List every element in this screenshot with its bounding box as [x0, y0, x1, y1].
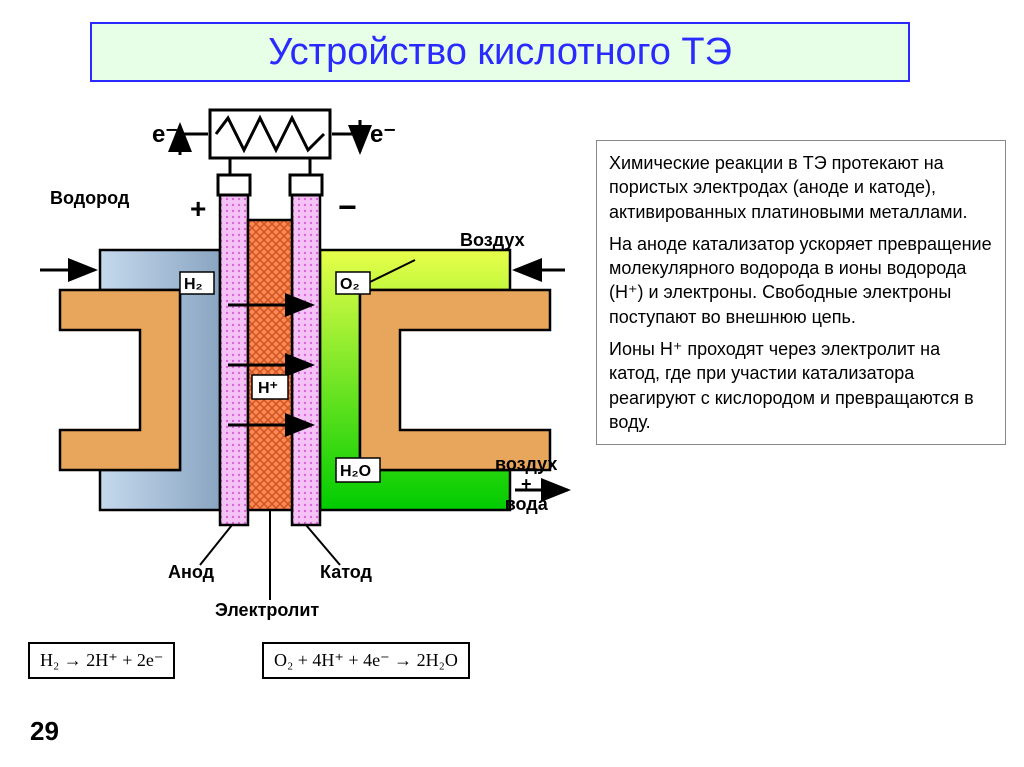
hydrogen-in-label: Водород — [50, 188, 129, 209]
cathode-equation: O₂ + 4H⁺ + 4e⁻ → 2H₂O — [262, 642, 470, 679]
anode-electrode — [220, 195, 248, 525]
diagram-svg: e⁻ e⁻ + − — [20, 100, 580, 660]
desc-p3: Ионы H⁺ проходят через электролит на кат… — [609, 337, 993, 434]
page-number: 29 — [30, 716, 59, 747]
cathode-electrode — [292, 195, 320, 525]
title-box: Устройство кислотного ТЭ — [90, 22, 910, 82]
h2o-label: H₂O — [340, 463, 371, 480]
desc-p2: На аноде катализатор ускоряет превращени… — [609, 232, 993, 329]
hplus-label: H⁺ — [258, 380, 278, 397]
air-water-out-label: воздух + вода — [495, 455, 557, 514]
o2-label: O₂ — [340, 276, 360, 293]
fuel-cell-diagram: e⁻ e⁻ + − — [20, 100, 580, 660]
h2-label: H₂ — [184, 276, 203, 293]
title-text: Устройство кислотного ТЭ — [268, 31, 732, 74]
e-minus-left-label: e⁻ — [152, 121, 178, 148]
e-minus-right-label: e⁻ — [370, 121, 396, 148]
minus-sign: − — [338, 189, 357, 225]
anode-label: Анод — [168, 562, 214, 583]
description-box: Химические реакции в ТЭ протекают на пор… — [596, 140, 1006, 445]
desc-p1: Химические реакции в ТЭ протекают на пор… — [609, 151, 993, 224]
plus-sign: + — [190, 193, 206, 224]
air-in-label: Воздух — [460, 230, 525, 251]
cathode-label: Катод — [320, 562, 372, 583]
electrolyte-label: Электролит — [215, 600, 319, 621]
anode-equation: H₂ → 2H⁺ + 2e⁻ — [28, 642, 175, 679]
